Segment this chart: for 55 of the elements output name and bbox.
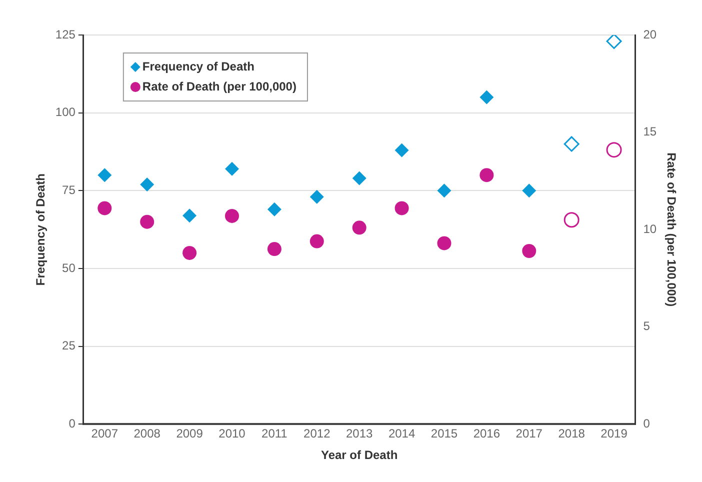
point [480,90,494,104]
y2-axis-title: Rate of Death (per 100,000) [664,152,678,307]
x-tick-label: 2017 [516,426,543,441]
point [564,212,580,228]
point [352,220,366,235]
x-tick-label: 2013 [346,426,374,441]
y2-tick-label: 15 [643,124,657,139]
y-tick-label: 100 [55,105,76,120]
y-tick-label: 25 [62,338,76,353]
point [352,171,366,186]
point [182,246,197,260]
y-tick-label: 75 [62,182,76,197]
point [522,184,536,198]
point [394,143,409,158]
point [564,136,580,152]
y2-tick-label: 5 [643,319,650,334]
x-axis-title: Year of Death [320,448,398,462]
legend-label: Frequency of Death [142,59,254,74]
point [267,242,282,256]
point [437,184,452,198]
point [480,168,494,182]
y-tick-label: 0 [68,416,76,431]
y2-tick-label: 10 [643,222,657,236]
point [98,201,112,216]
x-tick-label: 2011 [262,426,288,441]
point [140,177,154,192]
y-tick-label: 50 [62,260,76,275]
x-tick-label: 2015 [430,426,458,441]
point [522,244,536,258]
point [140,214,154,229]
point [224,208,239,223]
point [606,142,622,158]
y-axis-title: Frequency of Death [34,174,48,286]
point [310,190,324,204]
x-tick-label: 2012 [304,426,331,441]
x-tick-label: 2019 [600,426,628,441]
x-tick-label: 2018 [558,426,586,441]
x-tick-label: 2014 [388,426,416,441]
point [606,35,622,49]
legend-label: Rate of Death (per 100,000) [142,79,296,94]
point [224,162,239,176]
y2-tick-label: 20 [643,27,657,42]
x-tick-label: 2007 [91,426,118,441]
y-tick-label: 125 [55,27,76,42]
point [437,236,452,250]
point [267,202,282,216]
x-tick-label: 2008 [134,426,161,441]
x-tick-label: 2009 [176,426,204,441]
point [98,168,112,182]
x-tick-label: 2016 [473,426,500,441]
y2-tick-label: 0 [643,416,650,431]
point [182,208,197,223]
point [310,234,324,248]
point [394,201,409,216]
x-tick-label: 2010 [218,426,246,441]
